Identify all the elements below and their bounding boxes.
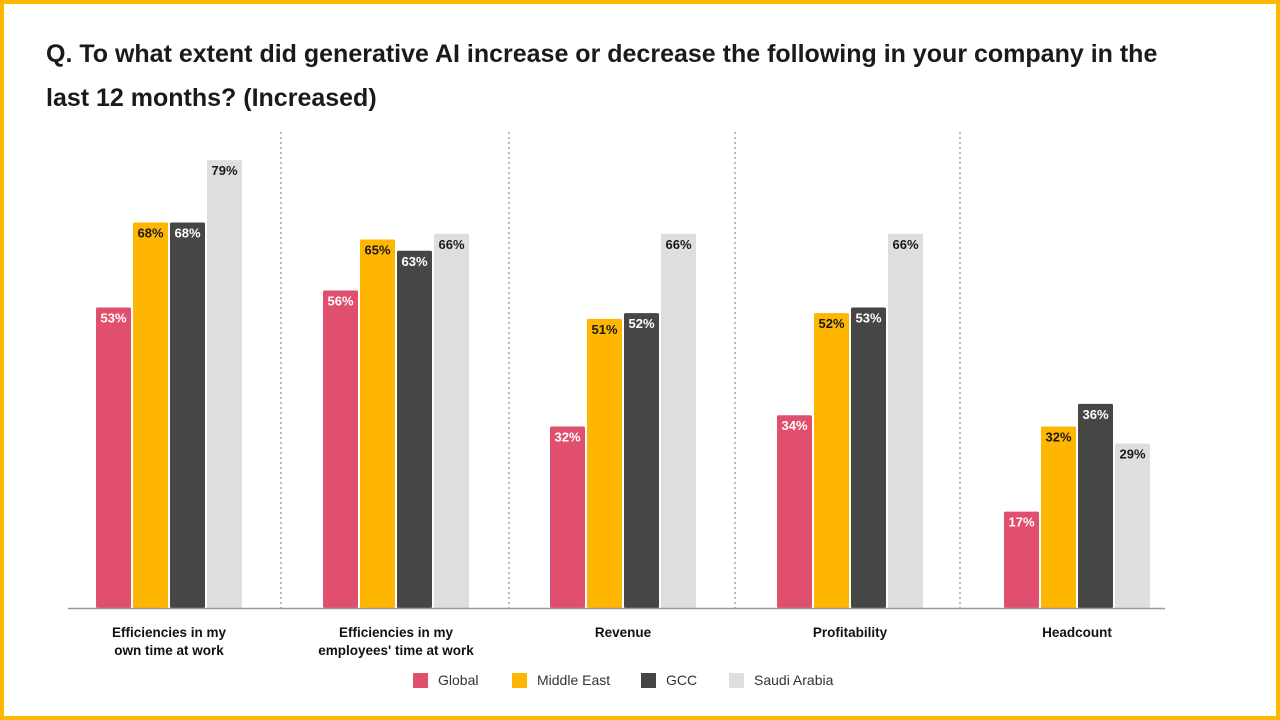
data-label: 79% xyxy=(211,163,237,178)
legend-swatch-saudi-arabia xyxy=(729,673,744,688)
legend-label: GCC xyxy=(666,672,697,688)
bar-gcc xyxy=(851,307,886,608)
bar-middle-east xyxy=(360,239,395,608)
legend-swatch-gcc xyxy=(641,673,656,688)
bar-middle-east xyxy=(587,318,622,608)
x-tick-label: Headcount xyxy=(1042,625,1112,640)
bar-global xyxy=(96,307,131,608)
x-tick-label: own time at work xyxy=(114,643,224,658)
x-tick-label: Profitability xyxy=(813,625,888,640)
data-label: 53% xyxy=(855,310,881,325)
data-label: 66% xyxy=(438,237,464,252)
data-label: 65% xyxy=(364,242,390,257)
x-tick-label: Revenue xyxy=(595,625,652,640)
data-label: 52% xyxy=(818,316,844,331)
x-tick-label: employees' time at work xyxy=(318,643,474,658)
bar-global xyxy=(777,415,812,608)
data-label: 56% xyxy=(327,293,353,308)
data-label: 32% xyxy=(554,430,580,445)
data-label: 68% xyxy=(174,225,200,240)
bar-saudi-arabia xyxy=(207,160,242,608)
bar-gcc xyxy=(170,222,205,608)
bar-middle-east xyxy=(133,222,168,608)
bar-saudi-arabia xyxy=(434,233,469,608)
x-tick-label: Efficiencies in my xyxy=(112,625,227,640)
bar-global xyxy=(323,290,358,608)
data-label: 51% xyxy=(591,322,617,337)
data-label: 53% xyxy=(100,310,126,325)
data-label: 66% xyxy=(892,237,918,252)
bar-middle-east xyxy=(814,313,849,608)
legend-label: Saudi Arabia xyxy=(754,672,834,688)
legend-label: Global xyxy=(438,672,478,688)
bar-saudi-arabia xyxy=(1115,443,1150,608)
data-label: 66% xyxy=(665,237,691,252)
data-label: 63% xyxy=(401,254,427,269)
data-label: 36% xyxy=(1082,407,1108,422)
data-label: 29% xyxy=(1119,447,1145,462)
data-label: 32% xyxy=(1045,430,1071,445)
data-label: 17% xyxy=(1008,515,1034,530)
bar-gcc xyxy=(1078,403,1113,608)
data-label: 68% xyxy=(137,225,163,240)
data-label: 34% xyxy=(781,418,807,433)
legend-label: Middle East xyxy=(537,672,610,688)
bar-saudi-arabia xyxy=(661,233,696,608)
data-label: 52% xyxy=(628,316,654,331)
bar-gcc xyxy=(624,313,659,608)
bar-saudi-arabia xyxy=(888,233,923,608)
bar-gcc xyxy=(397,250,432,609)
bar-global xyxy=(1004,511,1039,608)
legend-swatch-middle-east xyxy=(512,673,527,688)
bar-middle-east xyxy=(1041,426,1076,608)
bar-global xyxy=(550,426,585,608)
x-tick-label: Efficiencies in my xyxy=(339,625,454,640)
legend-swatch-global xyxy=(413,673,428,688)
chart-title: Q. To what extent did generative AI incr… xyxy=(46,40,1158,112)
